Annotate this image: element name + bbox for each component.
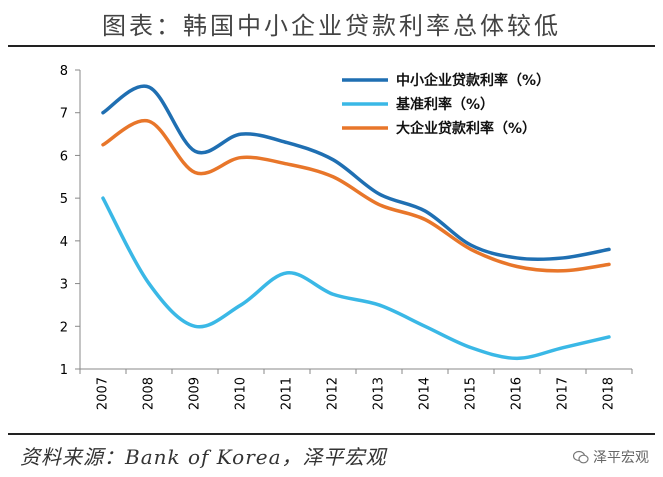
- x-tick-label: 2018: [602, 377, 617, 410]
- wechat-icon: [573, 450, 589, 464]
- y-tick-label: 7: [60, 107, 68, 122]
- x-tick-label: 2007: [96, 377, 111, 410]
- y-tick-label: 2: [60, 320, 68, 335]
- x-tick-label: 2012: [326, 377, 341, 410]
- y-tick-label: 6: [60, 149, 68, 164]
- x-tick-label: 2011: [280, 377, 295, 410]
- title-divider: [8, 45, 655, 47]
- x-tick-label: 2016: [510, 377, 525, 410]
- legend-label-2: 基准利率（%）: [396, 96, 494, 113]
- footer-divider: [8, 433, 655, 435]
- x-tick-label: 2017: [556, 377, 571, 410]
- y-tick-label: 1: [60, 363, 68, 378]
- series-line-3: [101, 119, 611, 273]
- chart-series-lines: [101, 84, 611, 361]
- legend-label-3: 大企业贷款利率（%）: [396, 120, 536, 137]
- legend-label-1: 中小企业贷款利率（%）: [396, 72, 550, 89]
- chart-title: 图表：韩国中小企业贷款利率总体较低: [102, 12, 561, 40]
- watermark: 泽平宏观: [573, 447, 649, 467]
- series-line-1: [101, 84, 611, 262]
- watermark-text: 泽平宏观: [593, 450, 649, 466]
- x-tick-label: 2010: [234, 377, 249, 410]
- series-line-2: [101, 196, 611, 361]
- x-tick-label: 2009: [188, 377, 203, 410]
- chart-axes: 1 2 3 4 5 6 7 8 2007 2008 2009 2010 2011 2012 2013 2014…: [60, 64, 633, 410]
- x-tick-label: 2014: [418, 377, 433, 410]
- y-tick-label: 3: [60, 278, 68, 293]
- chart-legend: 中小企业贷款利率（%） 基准利率（%） 大企业贷款利率（%）: [342, 72, 550, 137]
- x-tick-label: 2013: [372, 377, 387, 410]
- y-tick-label: 8: [60, 64, 68, 79]
- y-tick-label: 4: [60, 235, 68, 250]
- line-chart: 1 2 3 4 5 6 7 8 2007 2008 2009 2010 2011 2012 2013 2014…: [60, 64, 633, 410]
- x-tick-label: 2008: [142, 377, 157, 410]
- y-tick-label: 5: [60, 192, 68, 207]
- x-tick-label: 2015: [464, 377, 479, 410]
- source-note: 资料来源：Bank of Korea，泽平宏观: [20, 445, 387, 469]
